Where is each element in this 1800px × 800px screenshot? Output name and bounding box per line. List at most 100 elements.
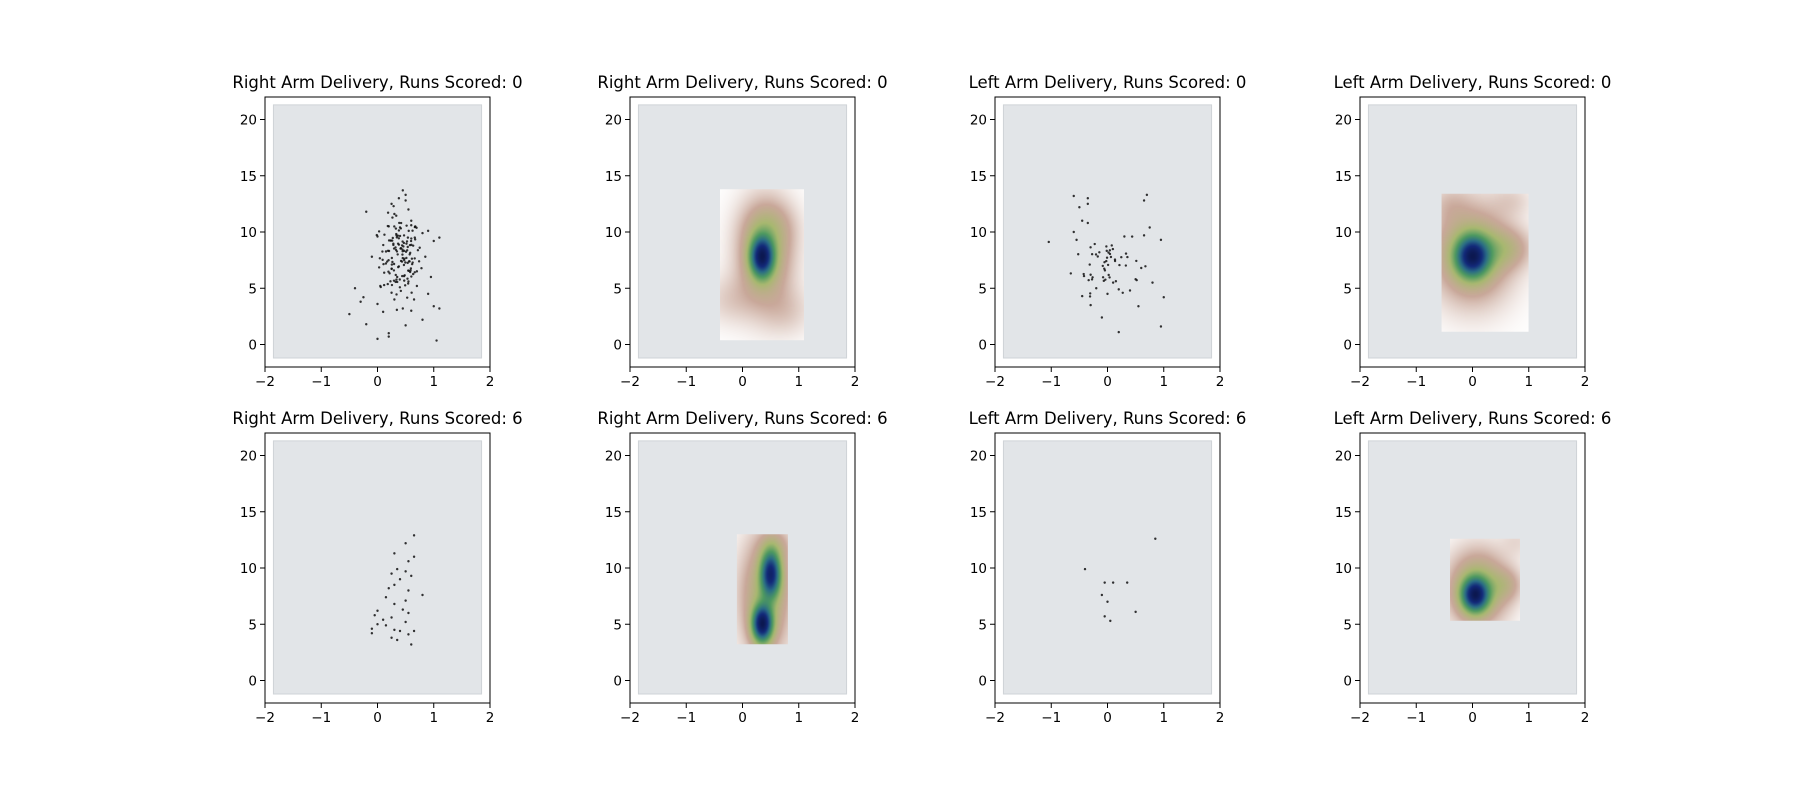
scatter-point bbox=[396, 253, 399, 256]
x-tick-label: 0 bbox=[1103, 710, 1112, 726]
panel-3: Left Arm Delivery, Runs Scored: 0 −2 −1 0 1 2… bbox=[969, 73, 1247, 390]
scatter-points bbox=[1047, 193, 1165, 334]
scatter-point bbox=[401, 608, 405, 611]
scatter-point bbox=[1100, 316, 1104, 319]
scatter-point bbox=[435, 339, 438, 342]
scatter-point bbox=[1090, 253, 1094, 256]
scatter-point bbox=[1095, 287, 1098, 290]
y-tick-label: 15 bbox=[970, 169, 987, 185]
x-tick-label: 2 bbox=[851, 710, 860, 726]
scatter-point bbox=[399, 221, 403, 225]
x-tick-label: 0 bbox=[1103, 374, 1112, 390]
panel-1: Right Arm Delivery, Runs Scored: 0 −2 −1 0 1… bbox=[232, 73, 522, 390]
panel-4: Left Arm Delivery, Runs Scored: 0 −2 −1 0 1 2… bbox=[1334, 73, 1612, 390]
scatter-point bbox=[1080, 219, 1084, 222]
scatter-point bbox=[407, 229, 410, 233]
pitch-area bbox=[1002, 104, 1213, 359]
scatter-point bbox=[404, 599, 407, 602]
scatter-point bbox=[387, 270, 390, 273]
scatter-point bbox=[1137, 305, 1140, 308]
x-tick-label: −2 bbox=[1350, 374, 1370, 390]
scatter-point bbox=[362, 296, 365, 299]
x-tick-label: 0 bbox=[1468, 374, 1477, 390]
scatter-point bbox=[421, 593, 424, 597]
scatter-point bbox=[408, 270, 412, 274]
scatter-point bbox=[1126, 255, 1129, 259]
scatter-point bbox=[1091, 276, 1094, 279]
scatter-point bbox=[1098, 251, 1101, 254]
y-tick-label: 5 bbox=[1343, 281, 1352, 297]
scatter-point bbox=[386, 224, 389, 228]
x-tick-label: 2 bbox=[1581, 710, 1590, 726]
scatter-point bbox=[370, 632, 374, 635]
density-heatmap bbox=[720, 189, 804, 341]
scatter-point bbox=[1078, 206, 1081, 209]
scatter-point bbox=[406, 296, 409, 299]
x-tick-label: −1 bbox=[1406, 710, 1426, 726]
x-tick-label: −1 bbox=[1406, 374, 1426, 390]
scatter-point bbox=[1117, 288, 1120, 291]
scatter-point bbox=[407, 269, 410, 272]
scatter-point bbox=[1107, 273, 1110, 277]
scatter-points bbox=[348, 189, 441, 342]
scatter-point bbox=[438, 236, 441, 239]
scatter-point bbox=[1109, 619, 1112, 623]
panel-5: Right Arm Delivery, Runs Scored: 6 −2 −1 0 1… bbox=[232, 409, 522, 726]
panel-8: Left Arm Delivery, Runs Scored: 6 −2 −1 0 1 2… bbox=[1334, 409, 1612, 726]
scatter-point bbox=[1082, 274, 1086, 278]
y-tick-label: 15 bbox=[240, 169, 257, 185]
panel-7: Left Arm Delivery, Runs Scored: 6 −2 −1 0 1 2… bbox=[969, 409, 1247, 726]
scatter-point bbox=[1111, 247, 1115, 251]
scatter-point bbox=[405, 256, 408, 260]
scatter-point bbox=[1086, 202, 1090, 206]
scatter-point bbox=[403, 284, 407, 287]
scatter-point bbox=[1124, 252, 1128, 255]
scatter-point bbox=[1117, 330, 1120, 334]
scatter-point bbox=[394, 227, 398, 230]
x-tick-label: −1 bbox=[311, 374, 331, 390]
scatter-points bbox=[370, 534, 424, 646]
scatter-point bbox=[410, 237, 413, 240]
scatter-point bbox=[403, 274, 406, 277]
y-tick-label: 20 bbox=[970, 449, 987, 465]
scatter-point bbox=[386, 249, 390, 252]
scatter-point bbox=[376, 609, 379, 612]
scatter-point bbox=[421, 318, 424, 321]
scatter-point bbox=[413, 238, 417, 241]
x-tick-label: −1 bbox=[1041, 710, 1061, 726]
scatter-point bbox=[384, 262, 388, 265]
scatter-point bbox=[404, 542, 407, 545]
scatter-point bbox=[404, 570, 407, 573]
x-tick-label: −2 bbox=[620, 374, 640, 390]
scatter-point bbox=[403, 279, 406, 282]
scatter-point bbox=[411, 261, 414, 264]
scatter-point bbox=[410, 643, 413, 646]
scatter-point bbox=[1111, 281, 1115, 284]
scatter-point bbox=[407, 280, 410, 283]
scatter-point bbox=[1101, 264, 1104, 268]
scatter-point bbox=[1072, 230, 1075, 234]
scatter-point bbox=[402, 263, 406, 267]
scatter-point bbox=[438, 307, 441, 310]
scatter-point bbox=[382, 262, 385, 266]
x-tick-label: 2 bbox=[1216, 710, 1225, 726]
scatter-point bbox=[404, 620, 407, 624]
scatter-point bbox=[395, 293, 398, 296]
scatter-point bbox=[392, 269, 396, 272]
scatter-point bbox=[393, 583, 396, 587]
scatter-point bbox=[397, 265, 401, 268]
scatter-point bbox=[365, 210, 368, 213]
y-tick-label: 10 bbox=[605, 561, 622, 577]
scatter-point bbox=[387, 332, 390, 335]
scatter-point bbox=[404, 199, 407, 202]
x-tick-label: 0 bbox=[738, 374, 747, 390]
scatter-point bbox=[1094, 253, 1098, 256]
y-tick-label: 20 bbox=[1335, 113, 1352, 129]
scatter-point bbox=[409, 251, 412, 255]
scatter-point bbox=[1142, 199, 1146, 202]
scatter-point bbox=[1159, 238, 1163, 242]
scatter-point bbox=[391, 236, 394, 240]
scatter-point bbox=[392, 262, 396, 266]
scatter-point bbox=[396, 234, 400, 237]
scatter-point bbox=[418, 246, 421, 249]
